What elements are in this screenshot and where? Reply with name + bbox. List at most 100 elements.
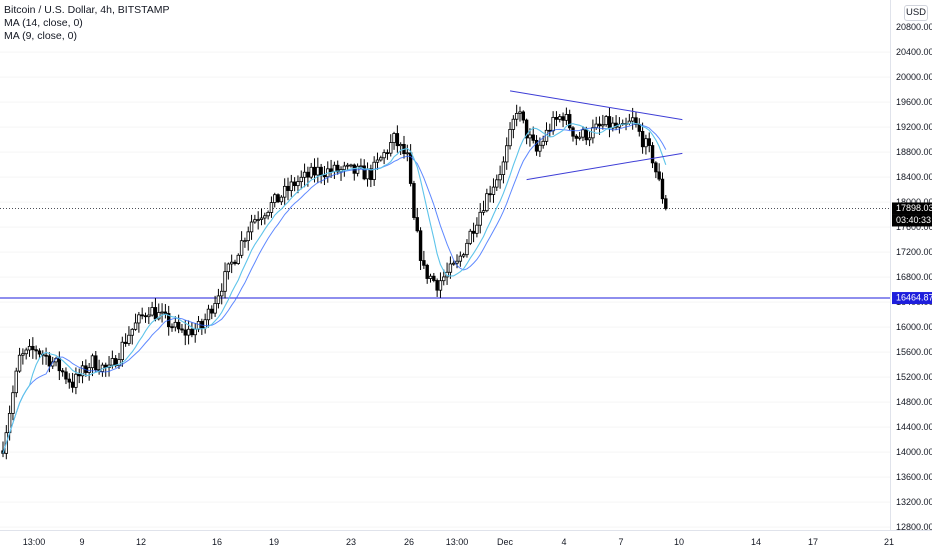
candle-body <box>229 261 234 265</box>
candle-body <box>163 311 168 314</box>
time-tick-label: 14 <box>751 537 761 547</box>
candle-body <box>196 321 201 330</box>
candle-body <box>345 164 350 167</box>
time-tick-label: 26 <box>404 537 414 547</box>
candle-body <box>249 221 254 233</box>
time-tick-label: 4 <box>561 537 566 547</box>
candle-body <box>660 178 665 200</box>
candle-body <box>246 231 250 242</box>
candle-body <box>117 359 121 367</box>
candle-body <box>67 378 71 383</box>
candle-body <box>223 271 227 292</box>
price-tick-label: 12800.00 <box>896 522 932 532</box>
candle-body <box>266 211 270 217</box>
candle-body <box>405 152 410 155</box>
candle-body <box>140 314 144 317</box>
candle-body <box>465 242 469 256</box>
candle-body <box>372 161 376 180</box>
price-axis[interactable]: 12800.00 13200.00 13600.00 14000.00 14400.00… <box>896 22 932 532</box>
candle-body <box>408 152 413 184</box>
candle-body <box>349 164 353 167</box>
candle-body <box>120 341 125 360</box>
candle-body <box>485 193 489 212</box>
support-price-tag-bg <box>892 292 932 305</box>
candle-body <box>574 135 579 139</box>
candle-body <box>452 262 456 265</box>
candle-body <box>286 185 290 191</box>
candle-body <box>176 321 181 330</box>
price-tick-label: 16800.00 <box>896 272 932 282</box>
time-tick-label: 17 <box>808 537 818 547</box>
last-price-tag-bg <box>892 202 932 215</box>
triangle-upper-trendline[interactable] <box>509 90 683 121</box>
candle-body <box>329 168 333 173</box>
support-price-tag: 16464.87 <box>896 293 932 303</box>
candle-body <box>299 176 303 183</box>
candle-body <box>37 350 42 355</box>
candle-body <box>64 371 68 380</box>
candle-body <box>173 321 178 328</box>
candle-body <box>70 381 75 388</box>
candle-body <box>236 254 240 264</box>
price-tick-label: 17600.00 <box>896 222 932 232</box>
candle-body <box>442 276 446 282</box>
candle-body <box>60 370 65 373</box>
time-tick-label: 13:00 <box>446 537 469 547</box>
time-tick-label: Dec <box>497 537 514 547</box>
candle-body <box>186 328 191 336</box>
price-tick-label: 13600.00 <box>896 472 932 482</box>
triangle-lower-trendline[interactable] <box>526 152 683 181</box>
candle-body <box>508 129 512 147</box>
price-tick-label: 14000.00 <box>896 447 932 457</box>
grid <box>0 51 890 528</box>
candle-body <box>548 129 552 132</box>
candle-body <box>130 328 134 336</box>
candle-body <box>468 230 472 244</box>
candle-body <box>133 322 138 330</box>
candle-body <box>147 314 151 318</box>
candle-body <box>306 171 310 178</box>
candle-body <box>455 260 459 264</box>
candle-body <box>425 264 429 279</box>
price-tick-label: 14800.00 <box>896 397 932 407</box>
candle-body <box>226 263 231 273</box>
candle-body <box>190 328 194 336</box>
candle-body <box>498 174 502 181</box>
candle-body <box>448 263 453 273</box>
candle-body <box>581 129 585 138</box>
candle-body <box>422 260 426 266</box>
price-tick-label: 20400.00 <box>896 47 932 57</box>
candle-body <box>77 373 81 377</box>
candle-body <box>379 157 383 161</box>
candle-body <box>664 198 668 209</box>
candle-body <box>478 211 482 226</box>
time-axis[interactable]: 13:00 9 12 16 19 23 26 13:00 Dec 4 7 10 14 17 21 <box>23 537 894 547</box>
candle-body <box>538 144 542 152</box>
candle-body <box>259 217 264 220</box>
candle-body <box>657 171 661 180</box>
candle-body <box>495 179 499 188</box>
currency-button[interactable]: USD <box>904 5 928 21</box>
candle-body <box>193 328 197 336</box>
candle-body <box>640 130 645 148</box>
candle-body <box>253 219 257 223</box>
candle-body <box>564 114 569 121</box>
ma14-legend: MA (14, close, 0) <box>4 17 83 29</box>
candle-body <box>398 144 403 147</box>
candle-body <box>24 349 28 355</box>
candle-body <box>80 365 85 377</box>
candle-body <box>558 116 562 120</box>
candle-body <box>475 224 479 234</box>
candle-body <box>491 186 496 195</box>
price-tick-label: 17200.00 <box>896 247 932 257</box>
candle-body <box>561 116 565 121</box>
candle-body <box>369 168 373 180</box>
candle-body <box>514 113 519 120</box>
candle-body <box>630 117 635 122</box>
candle-body <box>551 117 555 132</box>
price-tick-label: 16000.00 <box>896 322 932 332</box>
time-tick-label: 19 <box>269 537 279 547</box>
ma9-legend: MA (9, close, 0) <box>4 30 77 42</box>
candle-body <box>458 255 463 262</box>
